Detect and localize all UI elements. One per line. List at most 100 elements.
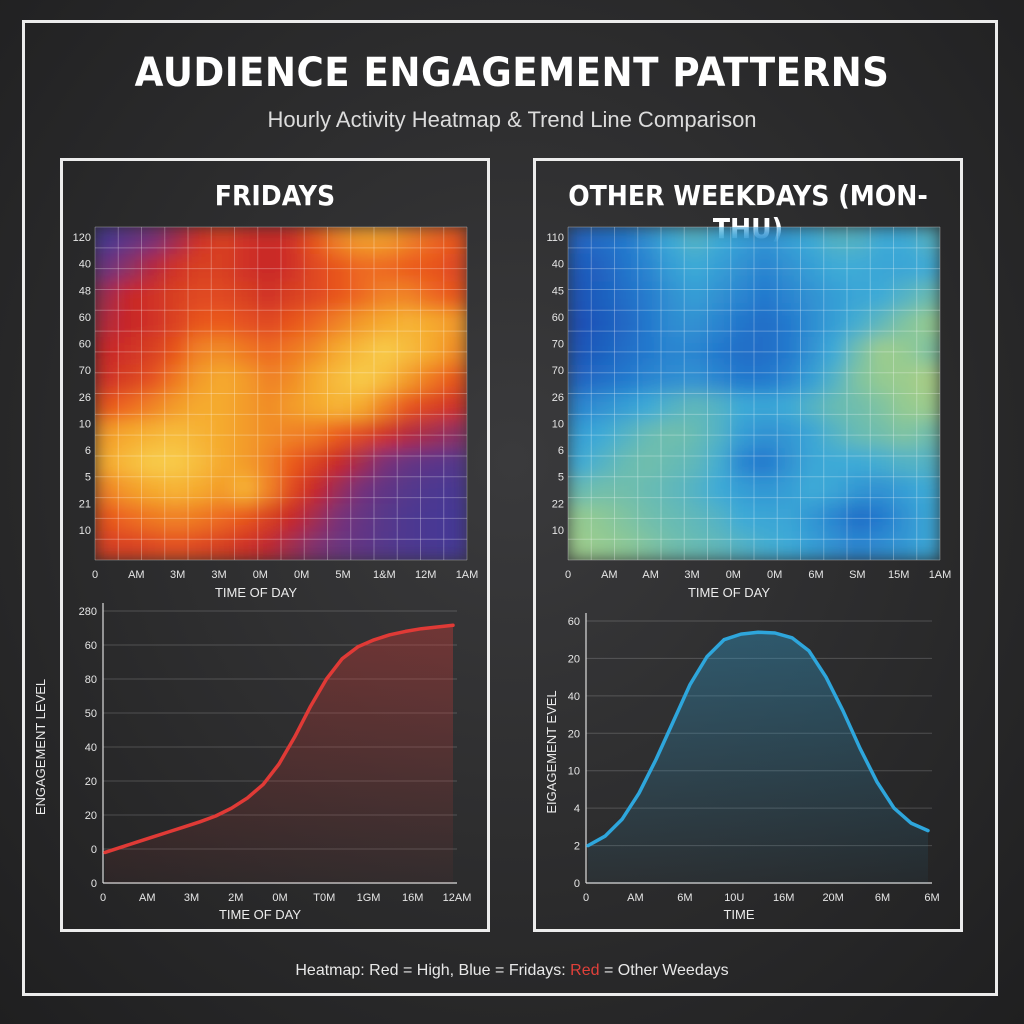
wk-heat-cell <box>892 281 918 312</box>
fri-heat-x-tick: 0M <box>253 569 268 581</box>
wk-heat-cell <box>915 281 940 312</box>
wk-heat-cell <box>660 337 686 367</box>
fri-heat-cell <box>442 448 467 478</box>
fri-heat-cell <box>117 448 143 478</box>
wk-heat-cell <box>846 309 872 340</box>
fri-heat-cell <box>187 475 213 506</box>
fri-heat-x-tick: 3M <box>170 569 185 581</box>
fri-heat-x-tick: 12M <box>415 569 436 581</box>
wk-heat-cell <box>613 253 639 284</box>
fri-heat-cell <box>442 227 467 256</box>
wk-heat-cell <box>892 392 918 423</box>
wk-heat-cell <box>869 227 895 256</box>
wk-heat-y-tick: 110 <box>546 232 564 244</box>
wk-heat-cell <box>776 364 802 395</box>
fri-heat-x-tick: 1&M <box>373 569 396 581</box>
fri-heat-cell <box>442 420 467 451</box>
wk-heat-cell <box>799 227 825 256</box>
fri-heat-cell <box>140 531 166 560</box>
wk-heat-cell <box>776 309 802 340</box>
fri-heat-cell <box>256 392 283 423</box>
fri-heat-cell <box>326 531 352 560</box>
fri-heat-x-tick: 0 <box>92 569 98 581</box>
fri-heat-cell <box>187 448 213 478</box>
fri-heat-cell <box>187 420 213 451</box>
wk-heat-x-tick: 3M <box>684 569 699 581</box>
wk-heat-cell <box>683 337 709 367</box>
fri-heat-cell <box>163 475 190 506</box>
fri-heat-cell <box>233 503 259 534</box>
wk-heat-cell <box>915 364 940 395</box>
wk-heat-cell <box>822 309 849 340</box>
wk-heat-cell <box>636 364 663 395</box>
fri-heat-cell <box>303 475 329 506</box>
wk-heat-cell <box>636 281 663 312</box>
fri-heat-cell <box>140 475 166 506</box>
fri-heat-cell <box>442 531 467 560</box>
wk-heat-cell <box>799 503 825 534</box>
wk-heat-cell <box>776 420 802 451</box>
wk-heat-cell <box>799 364 825 395</box>
fri-heat-cell <box>95 227 120 256</box>
wk-heat-cell <box>613 448 639 478</box>
wk-heat-cell <box>683 309 709 340</box>
wk-heat-cell <box>846 475 872 506</box>
wk-heat-y-tick: 10 <box>552 525 564 537</box>
fri-heat-cell <box>419 503 445 534</box>
wk-line-y-tick: 0 <box>574 878 580 890</box>
fri-heat-cell <box>280 337 306 367</box>
fri-heat-cell <box>163 392 190 423</box>
fri-heat-cell <box>280 364 306 395</box>
wk-heat-cell <box>846 448 872 478</box>
fri-heat-cell <box>326 392 352 423</box>
fri-heat-cell <box>442 253 467 284</box>
fri-heat-cell <box>419 531 445 560</box>
fri-heat-cell <box>442 337 467 367</box>
fri-heat-x-tick: AM <box>128 569 145 581</box>
fri-heat-cell <box>117 309 143 340</box>
wk-heat-x-tick: SM <box>849 569 866 581</box>
fri-heat-y-tick: 26 <box>79 392 91 404</box>
fri-heat-cell <box>396 420 422 451</box>
legend-part1: Heatmap: Red = High, Blue = Fridays: <box>295 962 571 979</box>
wk-heat-cell <box>892 420 918 451</box>
wk-heat-cell <box>892 531 918 560</box>
fri-heat-cell <box>419 448 445 478</box>
fri-heat-cell <box>140 309 166 340</box>
fri-heat-cell <box>373 364 399 395</box>
wk-heat-cell <box>636 253 663 284</box>
wk-heat-cell <box>636 503 663 534</box>
wk-heat-cell <box>568 392 593 423</box>
fri-heat-cell <box>117 337 143 367</box>
wk-heat-cell <box>776 281 802 312</box>
wk-heat-cell <box>846 337 872 367</box>
wk-line-x-tick: 6M <box>924 892 939 904</box>
fri-heat-y-tick: 60 <box>79 339 91 351</box>
wk-heat-x-tick: 0 <box>565 569 571 581</box>
fri-heat-cell <box>303 420 329 451</box>
fri-heat-cell <box>210 337 236 367</box>
fri-heat-cell <box>303 309 329 340</box>
wk-heat-cell <box>799 448 825 478</box>
wk-heat-cell <box>729 503 756 534</box>
fri-line-x-tick: AM <box>139 892 156 904</box>
wk-heat-cell <box>568 448 593 478</box>
footer-legend: Heatmap: Red = High, Blue = Fridays: Red… <box>0 962 1024 980</box>
wk-heat-cell <box>636 475 663 506</box>
fri-heat-cell <box>163 253 190 284</box>
wk-heat-cell <box>590 420 616 451</box>
wk-heat-cell <box>636 309 663 340</box>
wk-heat-cell <box>869 475 895 506</box>
wk-heat-cell <box>568 364 593 395</box>
wk-heat-cell <box>776 531 802 560</box>
wk-line-x-tick: 20M <box>822 892 843 904</box>
fri-heat-cell <box>140 420 166 451</box>
fri-heat-cell <box>396 503 422 534</box>
fri-heat-cell <box>396 364 422 395</box>
wk-heat-cell <box>915 420 940 451</box>
wk-heat-y-tick: 40 <box>552 259 564 271</box>
fri-heat-x-tick: 0M <box>294 569 309 581</box>
wk-heat-y-tick: 45 <box>552 285 564 297</box>
wk-heat-cell <box>660 364 686 395</box>
wk-heat-cell <box>892 227 918 256</box>
